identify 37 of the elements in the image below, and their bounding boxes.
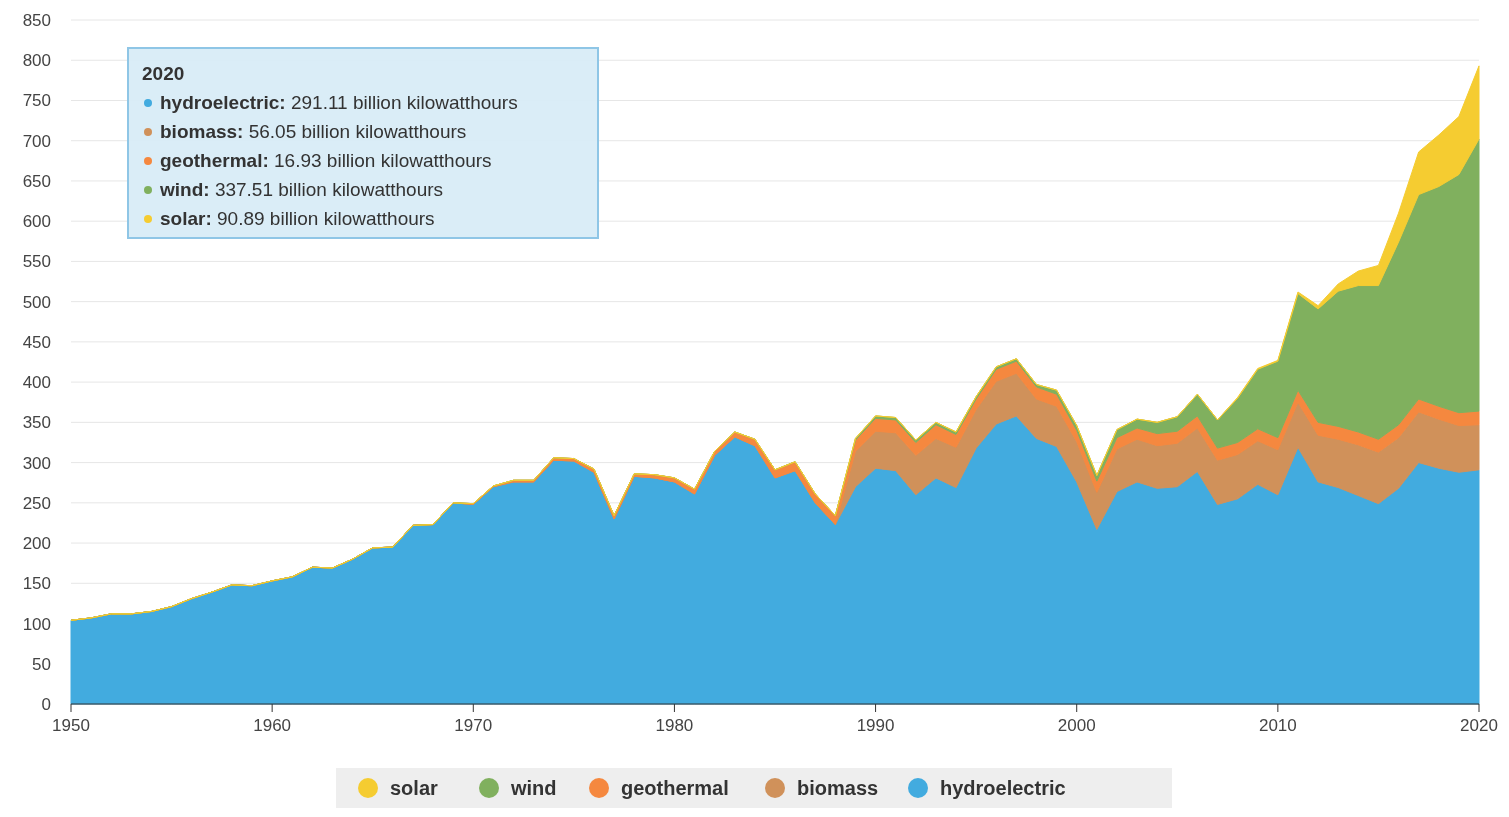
legend-label: biomass	[797, 777, 879, 799]
y-tick-label: 750	[22, 91, 51, 111]
annotation: hydroelectric: 291.11 billion kilowatthours	[160, 92, 518, 113]
annotation: wind: 337.51 billion kilowatthours	[159, 179, 444, 200]
annotation: 2020	[142, 63, 185, 84]
x-tick-label: 2010	[1258, 716, 1297, 735]
y-tick-label: 250	[22, 493, 51, 513]
y-tick-label: 700	[22, 131, 51, 151]
y-tick-label: 50	[32, 654, 51, 674]
y-tick-label: 550	[22, 252, 51, 272]
y-tick-label: 650	[22, 171, 51, 191]
annotation: solar: 90.89 billion kilowatthours	[160, 208, 435, 229]
x-tick-label: 2000	[1057, 716, 1096, 735]
y-tick-label: 850	[22, 11, 51, 30]
legend-label: solar	[390, 777, 439, 799]
legend-label: wind	[510, 777, 557, 799]
y-tick-label: 350	[22, 413, 51, 433]
y-tick-label: 600	[22, 212, 51, 232]
x-tick-label: 2020	[1460, 716, 1498, 735]
y-tick-label: 450	[22, 332, 51, 352]
y-tick-label: 200	[22, 534, 51, 554]
legend-label: geothermal	[621, 777, 729, 799]
y-tick-label: 500	[22, 292, 51, 312]
y-tick-label: 150	[22, 574, 51, 594]
y-tick-label: 100	[22, 614, 51, 634]
y-tick-label: 400	[22, 373, 51, 393]
x-tick-label: 1980	[655, 716, 694, 735]
x-tick-label: 1950	[52, 716, 90, 735]
annotation: geothermal: 16.93 billion kilowatthours	[160, 150, 492, 171]
annotation: biomass: 56.05 billion kilowatthours	[160, 121, 467, 142]
legend-label: hydroelectric	[940, 777, 1066, 799]
y-tick-label: 300	[22, 453, 51, 473]
x-tick-label: 1970	[454, 716, 493, 735]
x-tick-label: 1990	[856, 716, 895, 735]
x-tick-label: 1960	[253, 716, 292, 735]
y-tick-label: 800	[22, 51, 51, 71]
y-tick-label: 0	[41, 695, 51, 714]
